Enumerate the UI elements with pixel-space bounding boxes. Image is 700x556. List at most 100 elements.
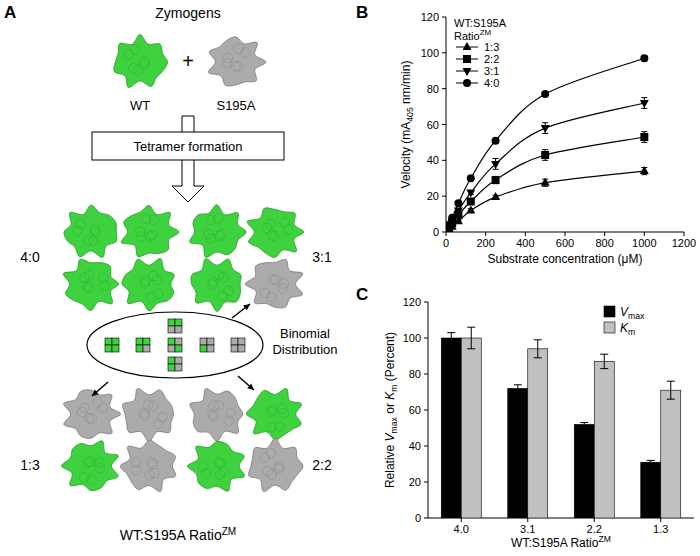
text-span: (μM)	[614, 252, 642, 266]
text-span: 20	[427, 190, 439, 202]
text-span: Relative	[383, 444, 397, 488]
bar	[594, 361, 614, 518]
monomer-label: WT	[130, 98, 150, 113]
y-tick	[424, 518, 428, 519]
mini-cell	[175, 319, 182, 326]
x-tick-label: 4.0	[454, 523, 469, 535]
text-span: Zymogens	[155, 5, 220, 21]
text-span: (Percent)	[383, 332, 397, 385]
mini-cell	[168, 338, 175, 345]
protein-texture	[270, 232, 280, 242]
y-tick	[424, 302, 428, 303]
protein-subunit	[188, 441, 245, 491]
y-tick	[424, 374, 428, 375]
mini-cell	[175, 338, 182, 345]
fit-line	[446, 103, 644, 232]
text-span: ZM	[222, 526, 237, 537]
legend-label: 3:1	[484, 65, 499, 77]
text-span: 3.1	[520, 523, 535, 535]
protein-texture	[219, 467, 229, 477]
protein-texture	[280, 218, 290, 228]
protein-texture	[214, 457, 224, 467]
text-span: 80	[427, 83, 439, 95]
text-span: 20	[409, 476, 421, 488]
x-tick	[644, 232, 645, 236]
text-span: 2:2	[484, 53, 499, 65]
text-span: 4:0	[20, 249, 40, 265]
protein-texture	[143, 400, 153, 410]
protein-subunit	[122, 388, 173, 441]
protein-subunit	[63, 259, 118, 310]
y-tick-label: 20	[427, 190, 439, 202]
text-span: 1.3	[653, 523, 668, 535]
operator: +	[182, 50, 194, 72]
x-tick	[446, 232, 447, 236]
protein-texture	[88, 236, 98, 246]
x-tick-label: 0	[443, 237, 449, 249]
text-span: 600	[556, 237, 574, 249]
protein-texture	[90, 225, 100, 235]
protein-texture	[206, 215, 216, 225]
y-tick-label: 80	[427, 83, 439, 95]
marker	[640, 54, 648, 62]
protein-texture	[215, 231, 225, 241]
marker	[467, 198, 475, 206]
y-tick	[442, 196, 446, 197]
x-tick	[461, 518, 462, 522]
bar	[661, 390, 681, 518]
protein-subunit	[64, 390, 121, 439]
mini-tetramer	[105, 338, 119, 352]
protein-texture	[145, 470, 155, 480]
text-span: Ratio	[454, 30, 480, 42]
text-span: 405	[405, 107, 415, 122]
protein-texture	[275, 422, 285, 432]
protein-texture	[206, 234, 216, 244]
small-arrow	[92, 382, 108, 396]
protein-texture	[80, 273, 90, 283]
marker	[492, 137, 500, 145]
marker	[541, 90, 549, 98]
protein-texture	[87, 414, 97, 424]
x-tick	[660, 518, 661, 522]
marker	[491, 161, 500, 169]
mini-cell	[238, 338, 245, 345]
x-tick	[525, 232, 526, 236]
protein-texture	[263, 466, 273, 476]
legend-title: RatioZM	[454, 28, 491, 42]
protein-texture	[87, 475, 97, 485]
text-span: 1:3	[20, 457, 40, 473]
step-box	[92, 132, 284, 160]
mini-cell	[112, 338, 119, 345]
mini-cell	[231, 338, 238, 345]
text-span: 3:1	[484, 65, 499, 77]
small-arrow-head	[247, 384, 254, 390]
text-span: Binomial	[280, 326, 330, 341]
text-span: WT:S195A	[511, 536, 568, 550]
protein-texture	[148, 460, 158, 470]
mini-cell	[136, 338, 143, 345]
text-span: max	[628, 311, 645, 321]
protein-texture	[266, 219, 276, 229]
tetramer-label: 1:3	[20, 457, 40, 473]
protein-texture	[142, 214, 152, 224]
bar	[574, 424, 594, 518]
y-tick-label: 120	[421, 11, 439, 23]
y-tick	[424, 338, 428, 339]
y-tick-label: 60	[427, 119, 439, 131]
text-span: 60	[409, 404, 421, 416]
mini-cell	[175, 326, 182, 333]
text-span: ZM	[598, 534, 610, 544]
mini-cell	[168, 364, 175, 371]
legend-label: Km	[620, 321, 635, 337]
text-span: 800	[595, 237, 613, 249]
protein-texture	[93, 397, 103, 407]
text-span: 200	[476, 237, 494, 249]
y-tick-label: 60	[409, 404, 421, 416]
text-span: Ratio	[185, 527, 222, 543]
mini-cell	[207, 338, 214, 345]
caption: WT:S195A RatioZM	[120, 526, 237, 543]
text-span: 80	[409, 368, 421, 380]
text-span: m	[628, 327, 635, 337]
protein-subunit	[208, 37, 266, 86]
text-span: WT	[130, 98, 150, 113]
